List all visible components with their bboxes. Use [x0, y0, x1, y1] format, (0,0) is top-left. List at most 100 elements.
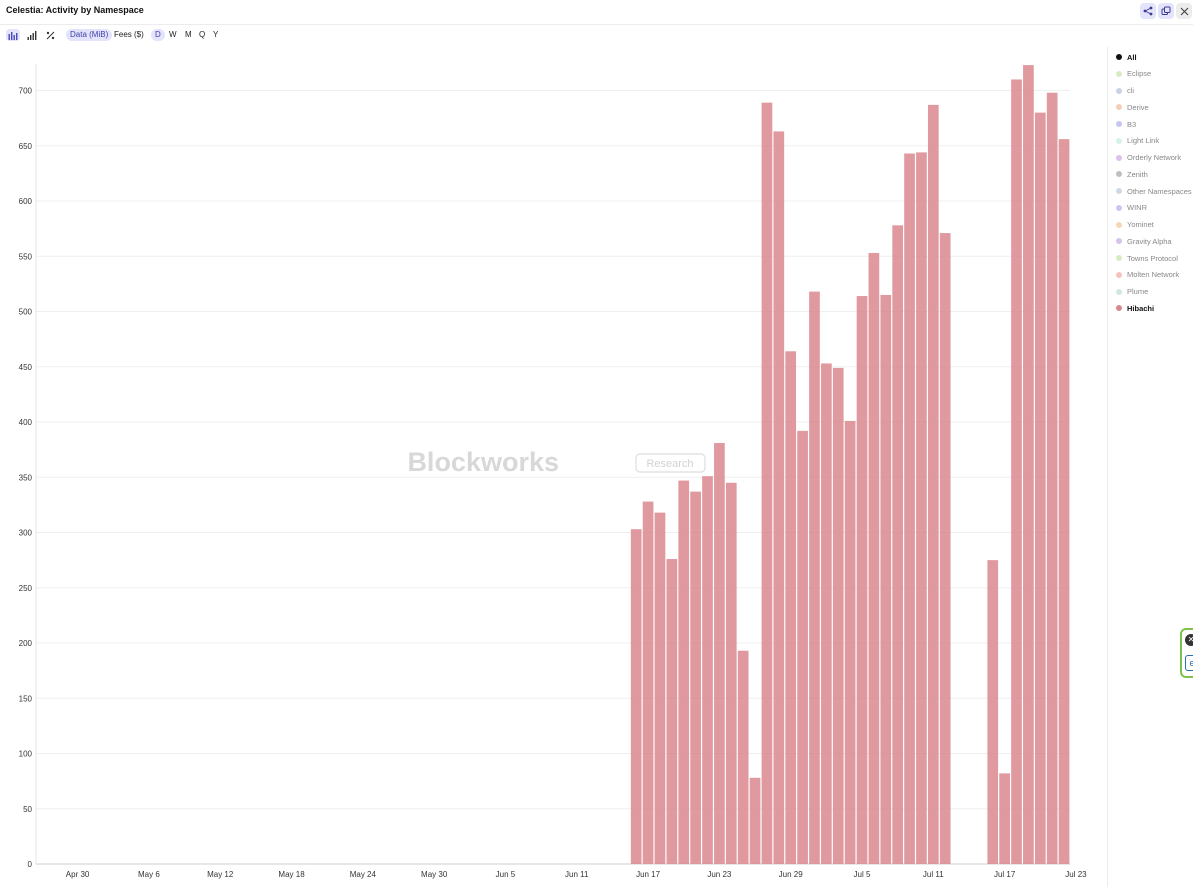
bar[interactable] [1023, 65, 1034, 865]
legend-swatch [1116, 238, 1122, 245]
bar[interactable] [832, 367, 844, 864]
x-tick-label: Apr 30 [66, 870, 90, 879]
bar[interactable] [1011, 79, 1022, 865]
chart-title: Celestia: Activity by Namespace [6, 5, 144, 15]
toolbar: Data (MiB) Fees ($) D W M Q Y [0, 27, 1193, 45]
legend-item-eclipse[interactable]: Eclipse [1116, 68, 1151, 80]
legend-item-winr[interactable]: WINR [1116, 202, 1147, 214]
y-tick-label: 400 [19, 418, 33, 427]
tab-data-mib[interactable]: Data (MiB) [66, 29, 113, 41]
bar[interactable] [761, 102, 773, 865]
bar[interactable] [797, 430, 808, 864]
bar[interactable] [690, 491, 701, 864]
side-close-icon[interactable]: ✕ [1185, 634, 1193, 646]
legend-label: Zenith [1127, 169, 1148, 179]
legend-item-gravity-alpha[interactable]: Gravity Alpha [1116, 235, 1172, 247]
legend-label: B3 [1127, 119, 1137, 129]
interval-d[interactable]: D [151, 29, 165, 41]
bar[interactable] [785, 351, 797, 864]
legend-swatch [1116, 255, 1122, 261]
legend-item-zenith[interactable]: Zenith [1116, 168, 1148, 180]
bars [630, 65, 1070, 865]
legend-item-light-link[interactable]: Light Link [1116, 135, 1159, 147]
bar[interactable] [737, 650, 749, 864]
legend-label: All [1127, 52, 1137, 62]
legend-item-hibachi[interactable]: Hibachi [1116, 302, 1154, 314]
interval-q[interactable]: Q [199, 30, 206, 39]
watermark-tag: Research [646, 458, 693, 470]
legend-item-other-namespaces[interactable]: Other Namespaces [1116, 185, 1192, 197]
bar[interactable] [856, 296, 868, 864]
y-tick-label: 200 [19, 639, 33, 648]
bar[interactable] [678, 480, 690, 864]
bar-chart-icon[interactable] [6, 29, 20, 41]
side-extension-icon[interactable]: e [1185, 655, 1193, 671]
bar[interactable] [1034, 112, 1046, 865]
bar[interactable] [666, 559, 678, 864]
interval-y[interactable]: Y [213, 30, 219, 39]
bar[interactable] [702, 476, 713, 864]
legend-swatch [1116, 305, 1122, 312]
legend-swatch [1116, 121, 1122, 127]
interval-m[interactable]: M [185, 30, 192, 39]
watermark-brand: Blockworks [407, 447, 559, 477]
bar[interactable] [916, 152, 927, 864]
x-tick-label: Jun 29 [779, 870, 804, 879]
bar[interactable] [809, 291, 820, 864]
y-tick-label: 700 [19, 87, 33, 96]
bar[interactable] [654, 512, 666, 864]
side-widget[interactable]: ✕ e [1180, 628, 1193, 678]
bar[interactable] [1058, 139, 1070, 864]
legend-item-orderly-network[interactable]: Orderly Network [1116, 152, 1181, 164]
x-tick-label: May 12 [207, 870, 234, 879]
y-tick-label: 50 [23, 805, 32, 814]
bar[interactable] [868, 252, 880, 864]
bar[interactable] [821, 363, 832, 864]
legend-item-derive[interactable]: Derive [1116, 101, 1149, 113]
bar[interactable] [714, 443, 725, 864]
legend-label: Towns Protocol [1127, 253, 1178, 263]
bar[interactable] [749, 777, 761, 864]
x-tick-label: May 30 [421, 870, 448, 879]
y-tick-label: 600 [19, 197, 33, 206]
legend-item-towns-protocol[interactable]: Towns Protocol [1116, 252, 1178, 264]
legend-item-b3[interactable]: B3 [1116, 118, 1136, 130]
x-tick-label: Jun 5 [496, 870, 516, 879]
y-tick-label: 650 [19, 142, 33, 151]
bar[interactable] [892, 225, 904, 864]
bar[interactable] [773, 131, 785, 864]
x-tick-label: Jul 11 [923, 870, 944, 879]
stacked-bar-icon[interactable] [25, 29, 39, 41]
legend-item-plume[interactable]: Plume [1116, 286, 1148, 298]
share-icon[interactable] [1140, 3, 1156, 19]
tab-fees[interactable]: Fees ($) [114, 30, 144, 39]
legend-label: Other Namespaces [1127, 186, 1192, 196]
close-icon[interactable] [1176, 3, 1192, 19]
legend-swatch [1116, 171, 1122, 178]
bar[interactable] [904, 153, 915, 865]
legend-item-molten-network[interactable]: Molten Network [1116, 269, 1179, 281]
x-tick-label: May 24 [350, 870, 377, 879]
legend-label: Hibachi [1127, 303, 1155, 313]
bar[interactable] [927, 104, 939, 864]
legend-label: Plume [1127, 287, 1149, 296]
bar[interactable] [880, 294, 892, 864]
bar[interactable] [987, 560, 999, 864]
bar[interactable] [630, 529, 642, 864]
legend-item-all[interactable]: All [1116, 51, 1137, 63]
x-tick-label: May 18 [278, 870, 305, 879]
y-tick-label: 350 [19, 473, 33, 482]
y-tick-label: 450 [19, 363, 33, 372]
legend-item-yominet[interactable]: Yominet [1116, 219, 1154, 231]
bar[interactable] [939, 233, 951, 864]
percent-icon[interactable] [43, 29, 57, 41]
legend-item-cli[interactable]: cli [1116, 85, 1134, 97]
interval-w[interactable]: W [169, 30, 177, 39]
bar[interactable] [999, 773, 1010, 864]
legend-label: Gravity Alpha [1127, 236, 1172, 246]
bar[interactable] [642, 501, 654, 864]
bar[interactable] [844, 420, 856, 864]
bar[interactable] [1046, 92, 1058, 865]
copy-icon[interactable] [1158, 3, 1174, 19]
bar[interactable] [725, 482, 737, 864]
